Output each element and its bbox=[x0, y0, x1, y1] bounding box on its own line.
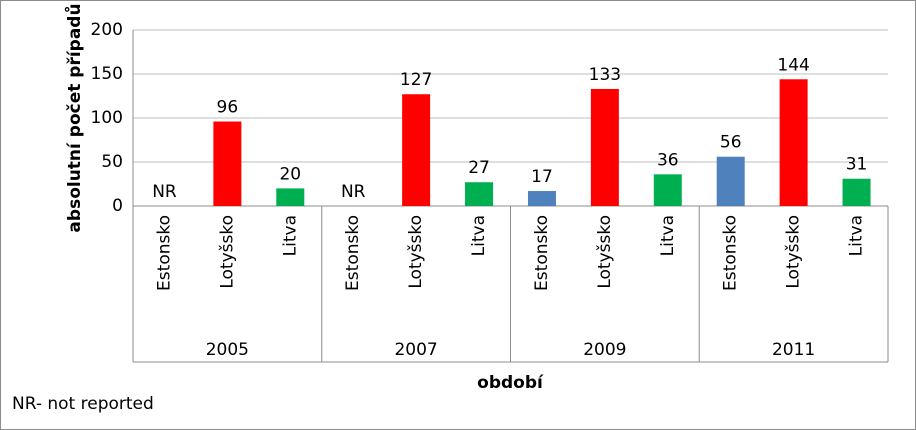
x-tick-label: Litva bbox=[847, 215, 867, 256]
data-label: 17 bbox=[531, 167, 553, 187]
x-tick-label: Litva bbox=[469, 215, 489, 256]
data-label: NR bbox=[341, 182, 366, 202]
bar bbox=[527, 191, 556, 206]
bar bbox=[842, 178, 871, 206]
data-label: 36 bbox=[657, 150, 679, 170]
x-tick-label: Estonsko bbox=[343, 215, 363, 291]
data-label: NR bbox=[152, 182, 177, 202]
y-tick-label: 50 bbox=[101, 152, 123, 172]
y-axis-title: absolutní počet případů bbox=[63, 3, 85, 232]
data-label: 20 bbox=[279, 164, 301, 184]
bar bbox=[590, 88, 619, 206]
bar bbox=[402, 94, 431, 206]
y-tick-label: 150 bbox=[91, 64, 123, 84]
y-tick-label: 0 bbox=[112, 196, 123, 216]
data-label: 96 bbox=[217, 98, 239, 118]
data-label: 56 bbox=[720, 133, 742, 153]
x-tick-label: Lotyšsko bbox=[595, 215, 615, 289]
x-group-label: 2005 bbox=[206, 340, 249, 360]
bar bbox=[213, 121, 242, 206]
x-group-label: 2011 bbox=[772, 340, 815, 360]
bar bbox=[779, 79, 808, 206]
x-group-label: 2007 bbox=[394, 340, 437, 360]
x-tick-label: Estonsko bbox=[154, 215, 174, 291]
x-tick-label: Estonsko bbox=[721, 215, 741, 291]
bar bbox=[276, 188, 305, 206]
data-label: 144 bbox=[777, 55, 809, 75]
data-label: 27 bbox=[468, 158, 490, 178]
data-label: 133 bbox=[589, 65, 621, 85]
bar bbox=[465, 182, 494, 206]
annotation: NR- not reported bbox=[12, 394, 154, 414]
bar bbox=[716, 156, 745, 206]
x-tick-label: Litva bbox=[280, 215, 300, 256]
y-tick-label: 200 bbox=[91, 20, 123, 40]
x-tick-label: Lotyšsko bbox=[784, 215, 804, 289]
x-tick-label: Litva bbox=[658, 215, 678, 256]
x-axis-title: období bbox=[477, 373, 544, 393]
x-group-label: 2009 bbox=[583, 340, 626, 360]
x-tick-label: Lotyšsko bbox=[217, 215, 237, 289]
y-tick-label: 100 bbox=[91, 108, 123, 128]
x-tick-label: Estonsko bbox=[532, 215, 552, 291]
data-label: 31 bbox=[846, 155, 868, 175]
bar bbox=[653, 174, 682, 206]
data-label: 127 bbox=[400, 70, 432, 90]
x-tick-label: Lotyšsko bbox=[406, 215, 426, 289]
